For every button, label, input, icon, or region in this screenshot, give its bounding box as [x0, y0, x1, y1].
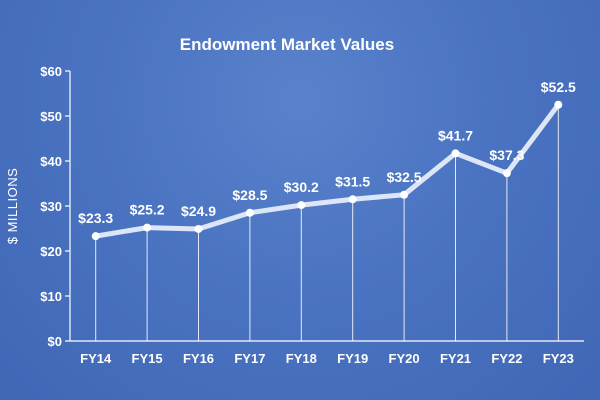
y-tick-label: $40: [40, 154, 62, 169]
y-tick-label: $10: [40, 289, 62, 304]
series-line-group: [93, 102, 561, 239]
y-tick-labels: $0 $10 $20 $30 $40 $50 $60: [40, 64, 62, 349]
data-labels: $23.3 $25.2 $24.9 $28.5 $30.2 $31.5 $32.5 $41.7…: [78, 79, 576, 226]
data-label: $31.5: [335, 173, 370, 189]
data-label: $37.3: [489, 147, 524, 163]
axes: [65, 70, 584, 342]
x-tick-labels: FY14 FY15 FY16 FY17 FY18 FY19 FY20 FY21 FY22 FY23: [80, 351, 574, 366]
x-tick-label: FY14: [80, 351, 112, 366]
y-axis-label: $ MILLIONS: [5, 168, 20, 245]
y-tick-label: $0: [48, 334, 62, 349]
x-tick-label: FY20: [389, 351, 420, 366]
data-label: $23.3: [78, 210, 113, 226]
data-point: [297, 201, 306, 210]
data-point: [451, 149, 460, 158]
chart-title: Endowment Market Values: [180, 35, 394, 54]
x-tick-label: FY16: [183, 351, 214, 366]
data-label: $41.7: [438, 127, 473, 143]
y-tick-label: $30: [40, 199, 62, 214]
series-line: [93, 102, 561, 239]
data-label: $28.5: [232, 187, 267, 203]
x-tick-label: FY18: [286, 351, 317, 366]
data-point: [554, 100, 563, 109]
x-tick-label: FY15: [132, 351, 163, 366]
y-tick-label: $60: [40, 64, 62, 79]
y-tick-label: $20: [40, 244, 62, 259]
x-tick-label: FY21: [440, 351, 471, 366]
data-label: $24.9: [181, 203, 216, 219]
data-label: $52.5: [541, 79, 576, 95]
data-markers: [91, 100, 563, 241]
data-label: $32.5: [387, 169, 422, 185]
x-tick-label: FY19: [337, 351, 368, 366]
x-tick-label: FY23: [543, 351, 574, 366]
x-tick-label: FY22: [491, 351, 522, 366]
drop-lines: [95, 104, 559, 341]
data-point: [348, 195, 357, 204]
data-point: [400, 190, 409, 199]
x-tick-label: FY17: [234, 351, 265, 366]
data-label: $30.2: [284, 179, 319, 195]
data-label: $25.2: [130, 202, 165, 218]
data-point: [194, 224, 203, 233]
data-point: [245, 208, 254, 217]
data-point: [143, 223, 152, 232]
data-point: [502, 169, 511, 178]
y-tick-label: $50: [40, 109, 62, 124]
data-point: [91, 232, 100, 241]
